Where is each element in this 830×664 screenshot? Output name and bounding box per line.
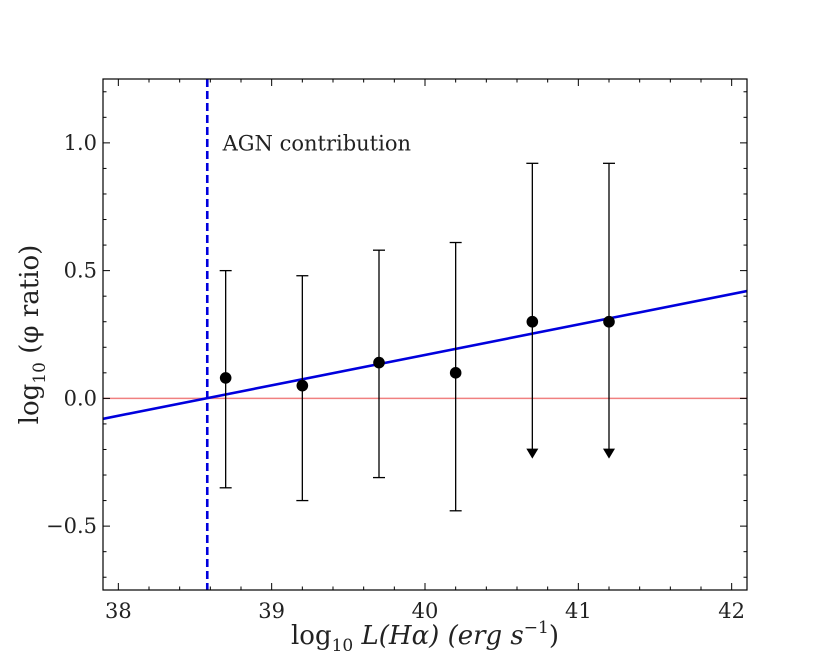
data-point — [373, 356, 385, 369]
plot-area — [103, 79, 747, 590]
x-tick-label: 39 — [258, 599, 285, 623]
plot-content — [103, 79, 747, 590]
agn-annotation: AGN contribution — [222, 132, 411, 156]
data-point — [296, 379, 309, 392]
upper-limit-arrow — [603, 448, 615, 459]
y-tick-label: −0.5 — [46, 514, 97, 538]
data-point — [449, 367, 462, 379]
data-point — [219, 372, 232, 384]
x-tick-label: 38 — [105, 599, 132, 623]
y-tick-label: 0.5 — [64, 259, 97, 283]
x-tick-label: 42 — [718, 599, 745, 623]
data-point — [603, 315, 615, 328]
x-tick-label: 40 — [412, 599, 439, 623]
x-axis-label: log10 L(Hα) (erg s−1) — [291, 618, 559, 656]
axes: 38 39 40 41 42 −0.5 0.0 0.5 1.0 — [46, 78, 748, 623]
data-point-group — [603, 162, 615, 459]
upper-limit-arrow — [526, 448, 539, 459]
data-point-group — [373, 249, 385, 479]
y-tick-label: 0.0 — [64, 386, 97, 410]
x-tick-label: 41 — [565, 599, 592, 623]
y-tick-label: 1.0 — [64, 131, 97, 155]
data-point-group — [526, 162, 539, 459]
data-point-group — [296, 275, 309, 502]
data-point — [526, 315, 539, 328]
y-axis-label: log10 (φ ratio) — [15, 245, 50, 425]
plot-frame — [102, 78, 748, 591]
fit-line — [103, 289, 747, 421]
data-point-group — [449, 241, 462, 512]
data-point-group — [219, 269, 232, 489]
